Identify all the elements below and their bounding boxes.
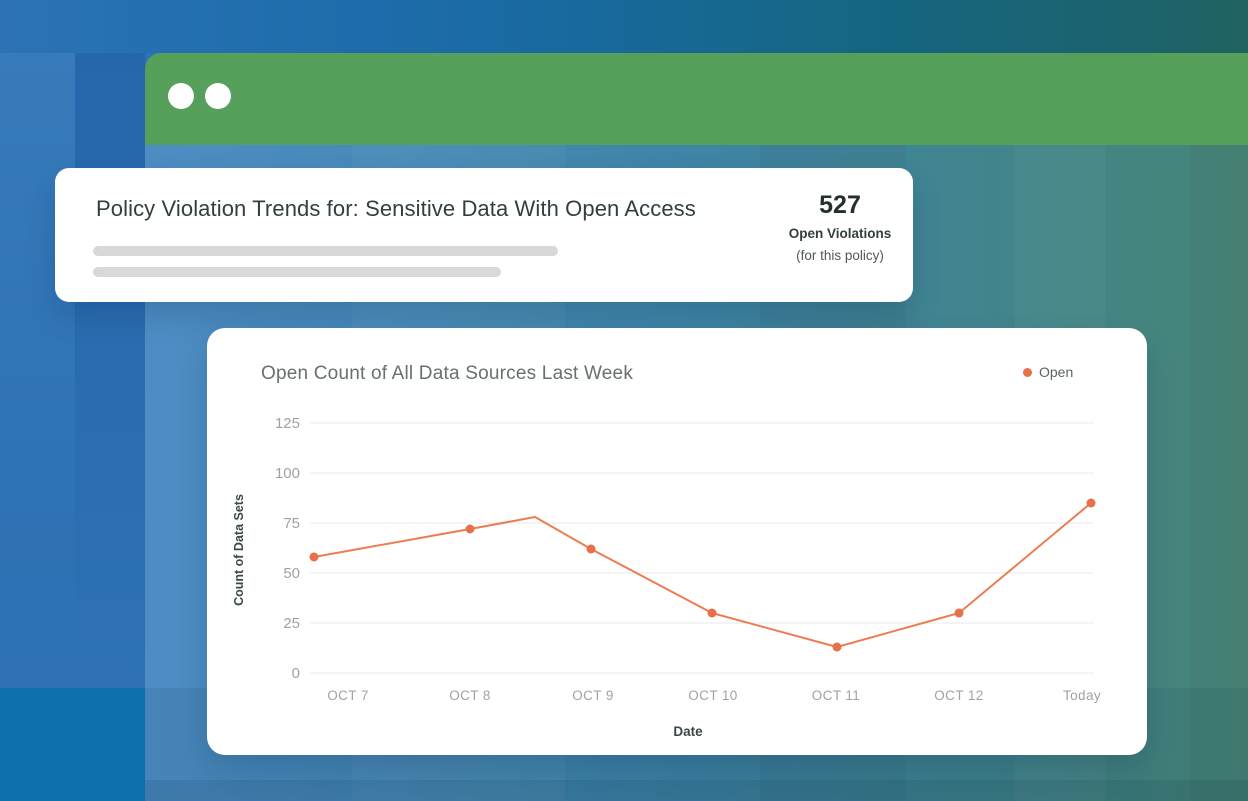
text-placeholder-bar [93,246,558,256]
svg-text:OCT 9: OCT 9 [572,688,614,703]
open-violations-label: Open Violations [788,226,892,241]
svg-text:0: 0 [292,665,300,682]
svg-text:Count of Data Sets: Count of Data Sets [232,494,246,606]
background-top-strip [0,0,1248,53]
background-bottom-strip [145,780,1248,801]
window-control-dot[interactable] [168,83,194,109]
svg-text:OCT 10: OCT 10 [688,688,737,703]
window-titlebar [145,53,1248,145]
background-left-bottom-band [0,688,145,801]
svg-text:OCT 12: OCT 12 [934,688,983,703]
trend-line-chart: 0 25 50 75 100 125 OCT 7 OCT 8 OCT 9 OCT 10 OCT 11… [232,415,1101,739]
svg-text:OCT 8: OCT 8 [449,688,491,703]
legend-marker-icon [1023,367,1032,377]
window-control-dot[interactable] [205,83,231,109]
svg-text:125: 125 [275,415,300,432]
svg-text:25: 25 [283,615,300,632]
chart-card: Open Count of All Data Sources Last Week… [207,328,1147,755]
open-violations-stat: 527 Open Violations (for this policy) [712,190,968,263]
chart-legend: Open [1023,364,1073,380]
svg-text:Date: Date [673,724,703,739]
policy-card-title: Policy Violation Trends for: Sensitive D… [96,196,696,221]
text-placeholder-bar [93,267,501,277]
svg-text:75: 75 [283,515,300,532]
policy-scope-note: (for this policy) [796,248,884,263]
svg-text:100: 100 [275,465,300,482]
svg-text:OCT 11: OCT 11 [812,688,860,703]
chart-title: Open Count of All Data Sources Last Week [261,363,634,384]
legend-open-label: Open [1039,364,1074,380]
svg-text:Today: Today [1063,688,1101,703]
policy-summary-card: Policy Violation Trends for: Sensitive D… [55,168,913,302]
open-violations-count: 527 [819,191,861,219]
svg-text:50: 50 [283,565,300,582]
svg-text:OCT 7: OCT 7 [327,688,369,703]
